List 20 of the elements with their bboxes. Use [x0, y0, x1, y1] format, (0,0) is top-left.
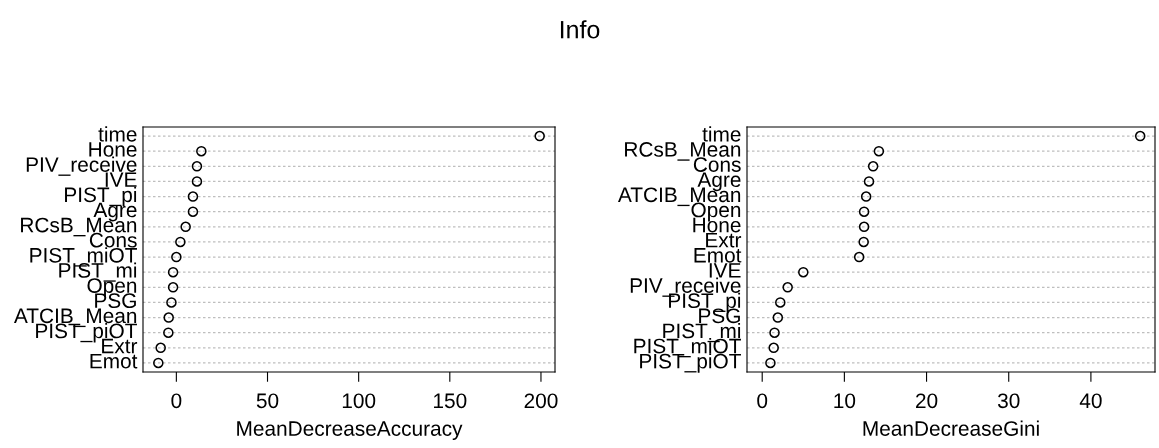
- x-tick-label: 10: [834, 393, 856, 409]
- y-tick-label: Emot: [90, 353, 138, 369]
- x-tick-label: 40: [1079, 393, 1102, 409]
- y-tick-label: time: [702, 126, 741, 142]
- y-tick-label: Extr: [706, 232, 742, 248]
- x-tick-label: 150: [434, 393, 467, 409]
- x-tick-label: 0: [171, 393, 182, 409]
- y-tick-label: Hone: [89, 142, 137, 157]
- x-tick-label: 20: [916, 393, 938, 409]
- x-tick-label: 50: [256, 393, 279, 409]
- y-tick-label: IVE: [709, 263, 741, 278]
- chart-title: Info: [560, 20, 600, 39]
- x-axis-title: MeanDecreaseAccuracy: [237, 421, 463, 441]
- x-axis-title: MeanDecreaseGini: [863, 420, 1039, 436]
- x-tick-label: 100: [342, 393, 376, 409]
- x-tick-label: 30: [997, 393, 1020, 409]
- x-tick-label: 200: [524, 393, 558, 409]
- y-tick-label: time: [98, 126, 137, 142]
- x-tick-label: 0: [757, 393, 768, 409]
- y-tick-label: Emot: [694, 248, 742, 263]
